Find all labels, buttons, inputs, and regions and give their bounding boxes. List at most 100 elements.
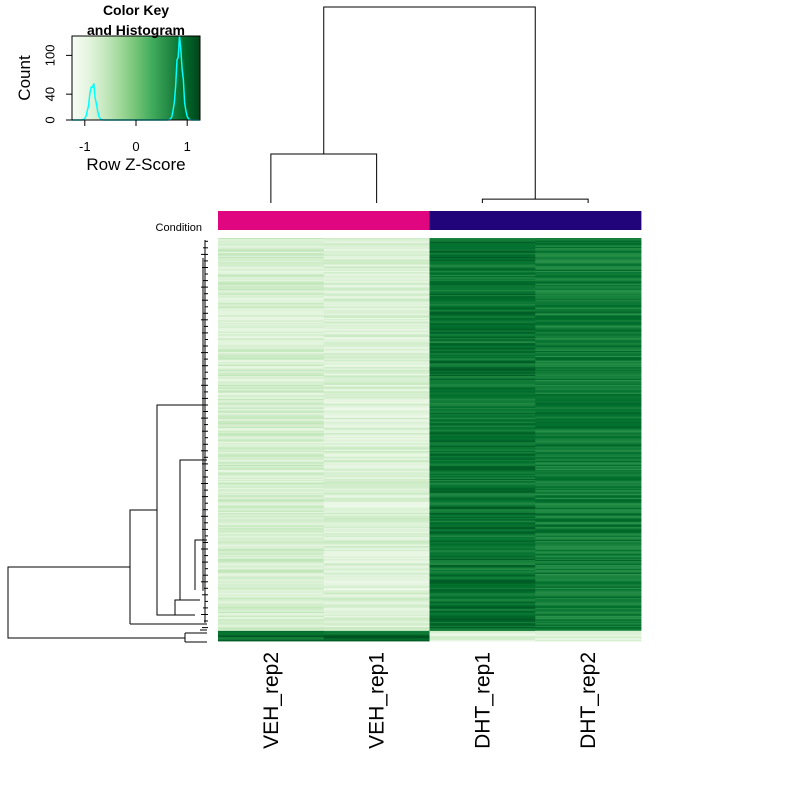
heatmap-cell — [429, 493, 536, 496]
dendrogram-branch — [270, 153, 378, 203]
heatmap-cell — [535, 331, 642, 334]
heatmap-cell — [429, 378, 536, 381]
heatmap-cell — [323, 449, 430, 452]
heatmap-cell — [535, 295, 642, 297]
heatmap-cell — [218, 349, 325, 352]
heatmap-cell — [429, 392, 536, 395]
heatmap-cell — [323, 264, 430, 267]
heatmap-cell — [218, 448, 325, 451]
heatmap-cell — [429, 273, 536, 276]
heatmap-cell — [218, 600, 325, 603]
heatmap-cell — [429, 638, 536, 641]
heatmap-cell — [429, 300, 536, 302]
heatmap-cell — [429, 557, 536, 560]
heatmap-cell — [429, 595, 536, 598]
heatmap-cell — [535, 630, 642, 633]
heatmap-cell — [323, 379, 430, 382]
heatmap-cell — [429, 265, 536, 268]
heatmap-cell — [535, 429, 642, 432]
heatmap-cell — [535, 545, 642, 548]
heatmap-cell — [535, 324, 642, 326]
heatmap-cell — [323, 447, 430, 449]
heatmap-cell — [535, 493, 642, 496]
heatmap-cell — [218, 386, 325, 388]
heatmap-cell — [323, 487, 430, 490]
heatmap-cell — [323, 597, 430, 600]
heatmap-cell — [218, 525, 325, 528]
heatmap-cell — [535, 417, 642, 420]
heatmap-cell — [218, 308, 325, 311]
heatmap-cell — [429, 635, 536, 638]
heatmap-cell — [429, 249, 536, 252]
heatmap-cell — [218, 400, 325, 402]
heatmap-cell — [218, 564, 325, 567]
heatmap-cell — [535, 339, 642, 342]
heatmap-cell — [323, 315, 430, 317]
heatmap-cell — [218, 634, 325, 637]
heatmap-cell — [323, 307, 430, 310]
heatmap-cell — [323, 511, 430, 514]
color-key-xlabel: Row Z-Score — [86, 155, 185, 174]
heatmap-cell — [323, 404, 430, 406]
heatmap-cell — [535, 250, 642, 253]
heatmap-cell — [218, 604, 325, 606]
heatmap-body — [218, 238, 642, 642]
heatmap-cell — [429, 580, 536, 582]
heatmap-cell — [218, 553, 325, 556]
heatmap-cell — [218, 417, 325, 420]
heatmap-cell — [323, 545, 430, 548]
heatmap-cell — [535, 359, 642, 362]
heatmap-cell — [323, 348, 430, 350]
heatmap-cell — [429, 409, 536, 411]
heatmap-cell — [535, 445, 642, 448]
heatmap-cell — [429, 431, 536, 434]
heatmap-cell — [218, 473, 325, 476]
heatmap-cell — [535, 383, 642, 386]
heatmap-cell — [535, 487, 642, 490]
heatmap-cell — [218, 282, 325, 285]
heatmap-cell — [535, 382, 642, 385]
heatmap-cell — [429, 564, 536, 567]
heatmap-cell — [218, 625, 325, 628]
heatmap-cell — [429, 581, 536, 584]
heatmap-cell — [323, 582, 430, 585]
heatmap-cell — [323, 554, 430, 557]
heatmap-cell — [535, 377, 642, 380]
heatmap-cell — [323, 420, 430, 423]
heatmap-cell — [429, 379, 536, 382]
heatmap-cell — [429, 532, 536, 534]
heatmap-cell — [429, 320, 536, 323]
heatmap-cell — [535, 580, 642, 582]
heatmap-cell — [535, 259, 642, 262]
heatmap-cell — [535, 397, 642, 400]
heatmap-cell — [429, 269, 536, 272]
heatmap-cell — [429, 340, 536, 343]
heatmap-cell — [429, 529, 536, 532]
heatmap-cell — [218, 431, 325, 434]
heatmap-cell — [218, 552, 325, 554]
heatmap-cell — [535, 542, 642, 544]
heatmap-cell — [429, 463, 536, 466]
heatmap-cell — [535, 395, 642, 397]
heatmap-cell — [323, 362, 430, 364]
heatmap-cell — [218, 430, 325, 433]
heatmap-cell — [323, 250, 430, 253]
heatmap-cell — [218, 283, 325, 286]
heatmap-cell — [535, 485, 642, 487]
heatmap-cell — [429, 637, 536, 639]
heatmap-cell — [323, 455, 430, 458]
heatmap-cell — [218, 416, 325, 419]
heatmap-cell — [323, 538, 430, 541]
heatmap-cell — [535, 521, 642, 524]
heatmap-cell — [323, 535, 430, 538]
heatmap-cell — [535, 316, 642, 319]
heatmap-cell — [323, 471, 430, 473]
dendrogram-branch — [179, 459, 207, 601]
heatmap-cell — [535, 424, 642, 426]
heatmap-cell — [218, 577, 325, 580]
heatmap-cell — [323, 281, 430, 283]
heatmap-cell — [429, 600, 536, 603]
heatmap-cell — [535, 444, 642, 447]
heatmap-cell — [535, 539, 642, 542]
heatmap-cell — [429, 556, 536, 558]
